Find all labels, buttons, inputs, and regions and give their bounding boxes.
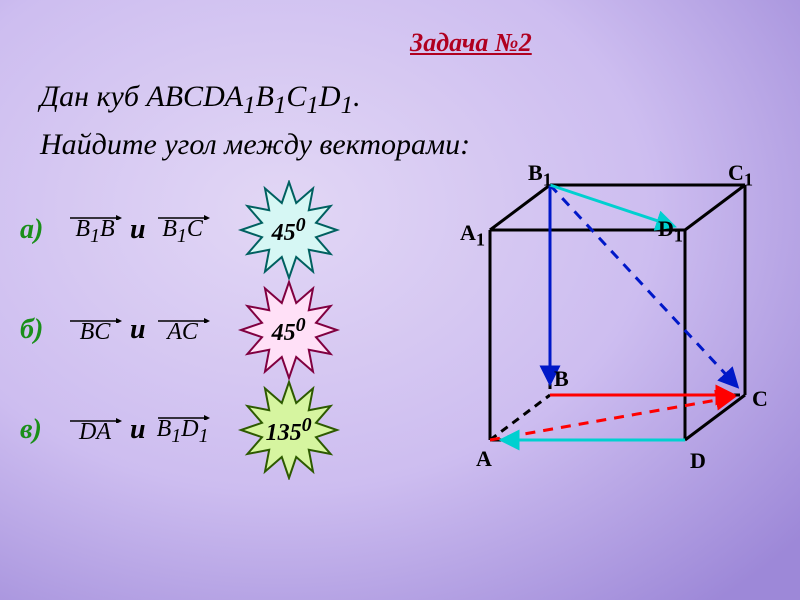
answer-star-c: 1350 (234, 380, 344, 480)
vector-ac: AC (156, 315, 210, 346)
vertex-label: D1 (658, 216, 683, 246)
vertex-label: A (476, 446, 492, 472)
and-b: и (130, 314, 146, 346)
problem-title: Задача №2 (410, 28, 532, 58)
vertex-label: C (752, 386, 768, 412)
vertex-label: B (554, 366, 569, 392)
row-b: б) BC и AC 450 (20, 290, 344, 370)
task-line: Найдите угол между векторами: (40, 128, 470, 162)
vector-b1b: B1B (68, 212, 122, 248)
row-a: а) B1B и B1C 450 (20, 190, 344, 270)
vector-bc: BC (68, 315, 122, 346)
row-a-label: а) (20, 214, 64, 246)
given-text: Дан куб ABCDA1B1C1D1. (40, 80, 361, 113)
and-c: и (130, 414, 146, 446)
answer-star-a: 450 (234, 180, 344, 280)
vector-b1c: B1C (156, 212, 210, 248)
vertex-label: B1 (528, 160, 552, 190)
row-c: в) DA и B1D1 1350 (20, 390, 344, 470)
row-c-label: в) (20, 414, 64, 446)
vector-da: DA (68, 415, 122, 446)
vertex-label: D (690, 448, 706, 474)
vertex-label: C1 (728, 160, 753, 190)
cube-diagram: A1B1C1D1ABCD (460, 170, 780, 500)
given-line: Дан куб ABCDA1B1C1D1. (40, 80, 361, 120)
answer-star-b: 450 (234, 280, 344, 380)
row-b-label: б) (20, 314, 64, 346)
vector-b1d1: B1D1 (156, 412, 210, 448)
vertex-label: A1 (460, 220, 485, 250)
and-a: и (130, 214, 146, 246)
